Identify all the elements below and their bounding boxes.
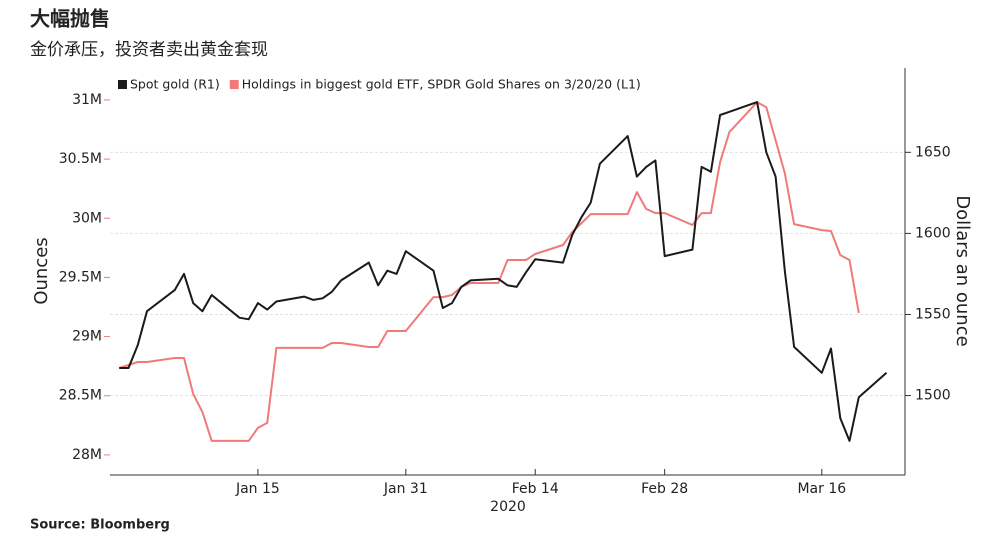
source: Source: Bloomberg <box>30 518 170 533</box>
x-tick-label: Mar 16 <box>797 481 846 497</box>
legend-label: Holdings in biggest gold ETF, SPDR Gold … <box>242 77 641 92</box>
y-tick-label: 29M <box>72 329 102 345</box>
y2-tick-label: 1600 <box>915 225 951 241</box>
y-tick-label: 28M <box>72 447 102 463</box>
x-tick-label: Jan 15 <box>235 481 280 497</box>
y2-axis-label: Dollars an ounce <box>952 195 973 346</box>
y2-tick-label: 1650 <box>915 144 951 160</box>
y-tick-label: 29.5M <box>59 269 102 285</box>
y-tick-label: 30M <box>72 210 102 226</box>
y2-tick-label: 1550 <box>915 306 951 322</box>
y-axis-label: Ounces <box>31 237 52 304</box>
y2-tick-label: 1500 <box>915 388 951 404</box>
chart-subtitle: 金价承压，投资者卖出黄金套现 <box>30 40 268 60</box>
legend-swatch <box>118 80 127 89</box>
legend-label: Spot gold (R1) <box>130 77 220 92</box>
x-tick-label: Jan 31 <box>383 481 428 497</box>
x-tick-label: Feb 14 <box>512 481 559 497</box>
y-tick-label: 28.5M <box>59 388 102 404</box>
chart-title: 大幅抛售 <box>30 7 110 31</box>
series-line <box>118 101 860 442</box>
y-tick-label: 30.5M <box>59 151 102 167</box>
x-tick-label: Feb 28 <box>641 481 688 497</box>
series-line <box>119 101 888 442</box>
y-tick-label: 31M <box>72 92 102 108</box>
legend-swatch <box>229 80 239 89</box>
x-axis-label: 2020 <box>490 499 526 515</box>
